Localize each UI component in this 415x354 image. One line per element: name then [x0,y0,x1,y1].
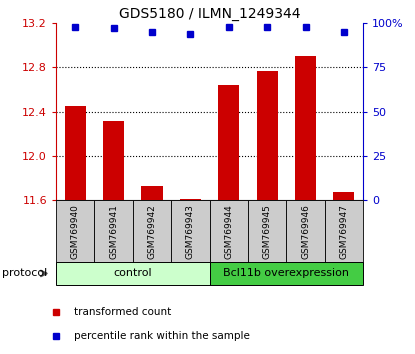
Bar [256,70,278,200]
Text: GSM769942: GSM769942 [147,205,156,259]
Text: GSM769940: GSM769940 [71,204,80,259]
Bar [333,192,354,200]
Text: GSM769941: GSM769941 [109,204,118,259]
Bar [180,199,201,200]
Text: protocol: protocol [2,268,47,278]
Bar [142,185,163,200]
Bar [65,106,86,200]
Bar [248,200,286,264]
Text: GSM769944: GSM769944 [224,205,233,259]
Bar [210,200,248,264]
Text: Bcl11b overexpression: Bcl11b overexpression [223,268,349,279]
Bar [210,262,363,285]
Text: control: control [113,268,152,279]
Bar [218,85,239,200]
Bar [325,200,363,264]
Text: percentile rank within the sample: percentile rank within the sample [74,331,250,341]
Bar [133,200,171,264]
Bar [56,200,95,264]
Title: GDS5180 / ILMN_1249344: GDS5180 / ILMN_1249344 [119,7,300,21]
Text: GSM769943: GSM769943 [186,204,195,259]
Text: GSM769947: GSM769947 [339,204,349,259]
Text: GSM769945: GSM769945 [263,204,272,259]
Bar [95,200,133,264]
Bar [171,200,210,264]
Bar [103,121,124,200]
Bar [295,56,316,200]
Text: transformed count: transformed count [74,307,171,317]
Text: GSM769946: GSM769946 [301,204,310,259]
Bar [56,262,210,285]
Bar [286,200,325,264]
